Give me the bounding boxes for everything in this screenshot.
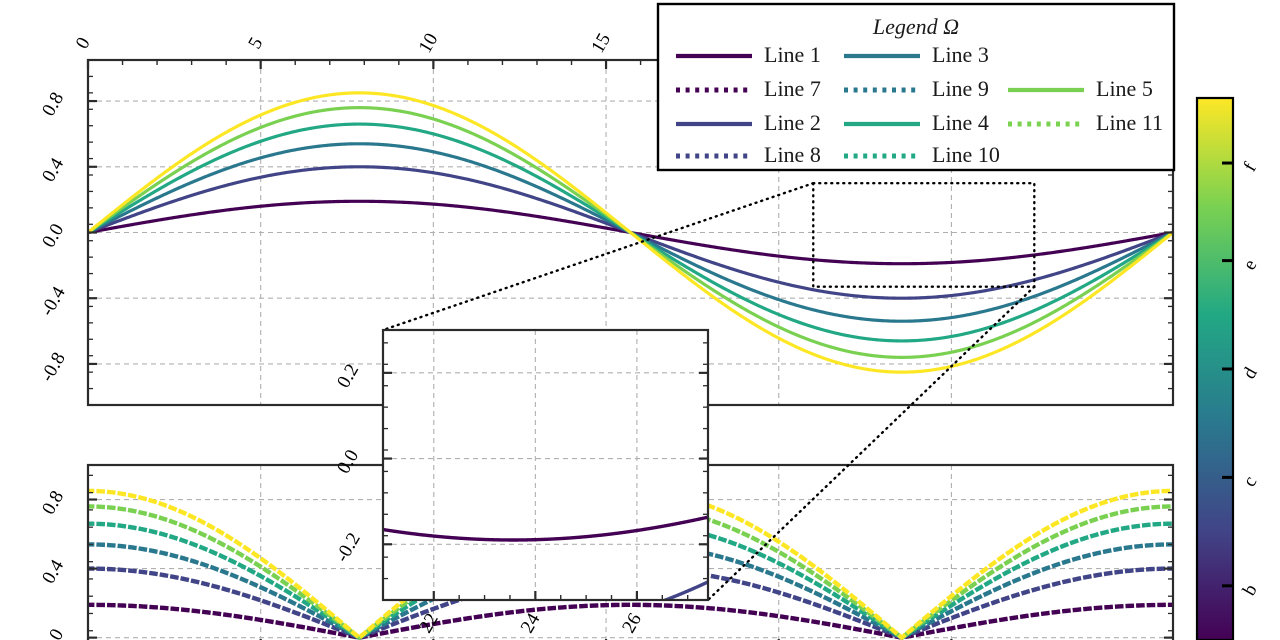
legend-entry-label: Line 1 — [764, 42, 821, 67]
legend-entry[interactable]: Line 2 — [676, 110, 821, 135]
x-tick-label: 10 — [415, 30, 443, 57]
legend-entry[interactable]: Line 4 — [844, 110, 989, 135]
y-tick-label: 0.0 — [38, 220, 68, 251]
legend-entry-label: Line 4 — [932, 110, 989, 135]
colorbar-tick-label: f — [1240, 159, 1262, 176]
colorbar-tick-label: d — [1239, 363, 1262, 382]
axes-spines-inset — [381, 328, 710, 602]
legend-entry-label: Line 2 — [764, 110, 821, 135]
y-tick-label: -0.8 — [37, 349, 70, 386]
y-tick-label: 0.8 — [38, 487, 68, 518]
legend-entry[interactable]: Line 5 — [1008, 76, 1153, 101]
y-tick-label: 0.4 — [38, 154, 68, 186]
legend-entry-label: Line 8 — [764, 142, 821, 167]
y-tick-label: 0.0 — [38, 625, 68, 640]
legend-entry-label: Line 10 — [932, 142, 1000, 167]
legend: Legend Ω Line 1 Line 7 Line 2 Line 8 Line 3 Li… — [656, 2, 1176, 172]
zoom-indicator — [381, 182, 1036, 602]
panel-inset: 22 24 260.20.0-0.2 — [332, 328, 710, 637]
legend-box[interactable] — [656, 2, 1176, 172]
x-tick-label: 15 — [587, 30, 615, 57]
gridlines-inset — [383, 330, 708, 600]
colorbar-tick-label: b — [1239, 581, 1262, 600]
axes-frame — [381, 328, 710, 602]
plot-background — [383, 330, 708, 600]
data-lines-inset — [383, 515, 708, 600]
legend-entry[interactable]: Line 7 — [676, 76, 821, 101]
legend-entry-label: Line 7 — [764, 76, 821, 101]
colorbar-tick-label: e — [1239, 256, 1261, 274]
legend-entry-label: Line 9 — [932, 76, 989, 101]
legend-entry-label: Line 11 — [1096, 110, 1163, 135]
legend-entry[interactable]: Line 11 — [1008, 110, 1163, 135]
zoom-connector-line — [706, 285, 1036, 602]
legend-entry[interactable]: Line 8 — [676, 142, 821, 167]
colorbar-tick-label: c — [1239, 473, 1261, 491]
legend-entry-label: Line 5 — [1096, 76, 1153, 101]
y-tick-label: 0.4 — [38, 556, 68, 588]
x-tick-label: 0 — [72, 34, 95, 53]
zoom-connector-line — [381, 182, 815, 332]
legend-entry[interactable]: Line 3 — [844, 42, 989, 67]
series-line — [383, 515, 708, 542]
legend-entry[interactable]: Line 10 — [844, 142, 1000, 167]
data-lines-main — [88, 91, 1173, 374]
legend-entry[interactable]: Line 1 — [676, 42, 821, 67]
series-line — [88, 91, 1173, 374]
legend-title: Legend Ω — [872, 14, 959, 39]
legend-entry-label: Line 3 — [932, 42, 989, 67]
y-tick-label: -0.4 — [37, 283, 70, 320]
legend-entry[interactable]: Line 9 — [844, 76, 989, 101]
series-line — [88, 602, 1173, 640]
colorbar: b c d e f — [1195, 96, 1262, 640]
y-tick-label: 0.8 — [38, 89, 68, 120]
x-tick-label: 5 — [244, 34, 267, 53]
